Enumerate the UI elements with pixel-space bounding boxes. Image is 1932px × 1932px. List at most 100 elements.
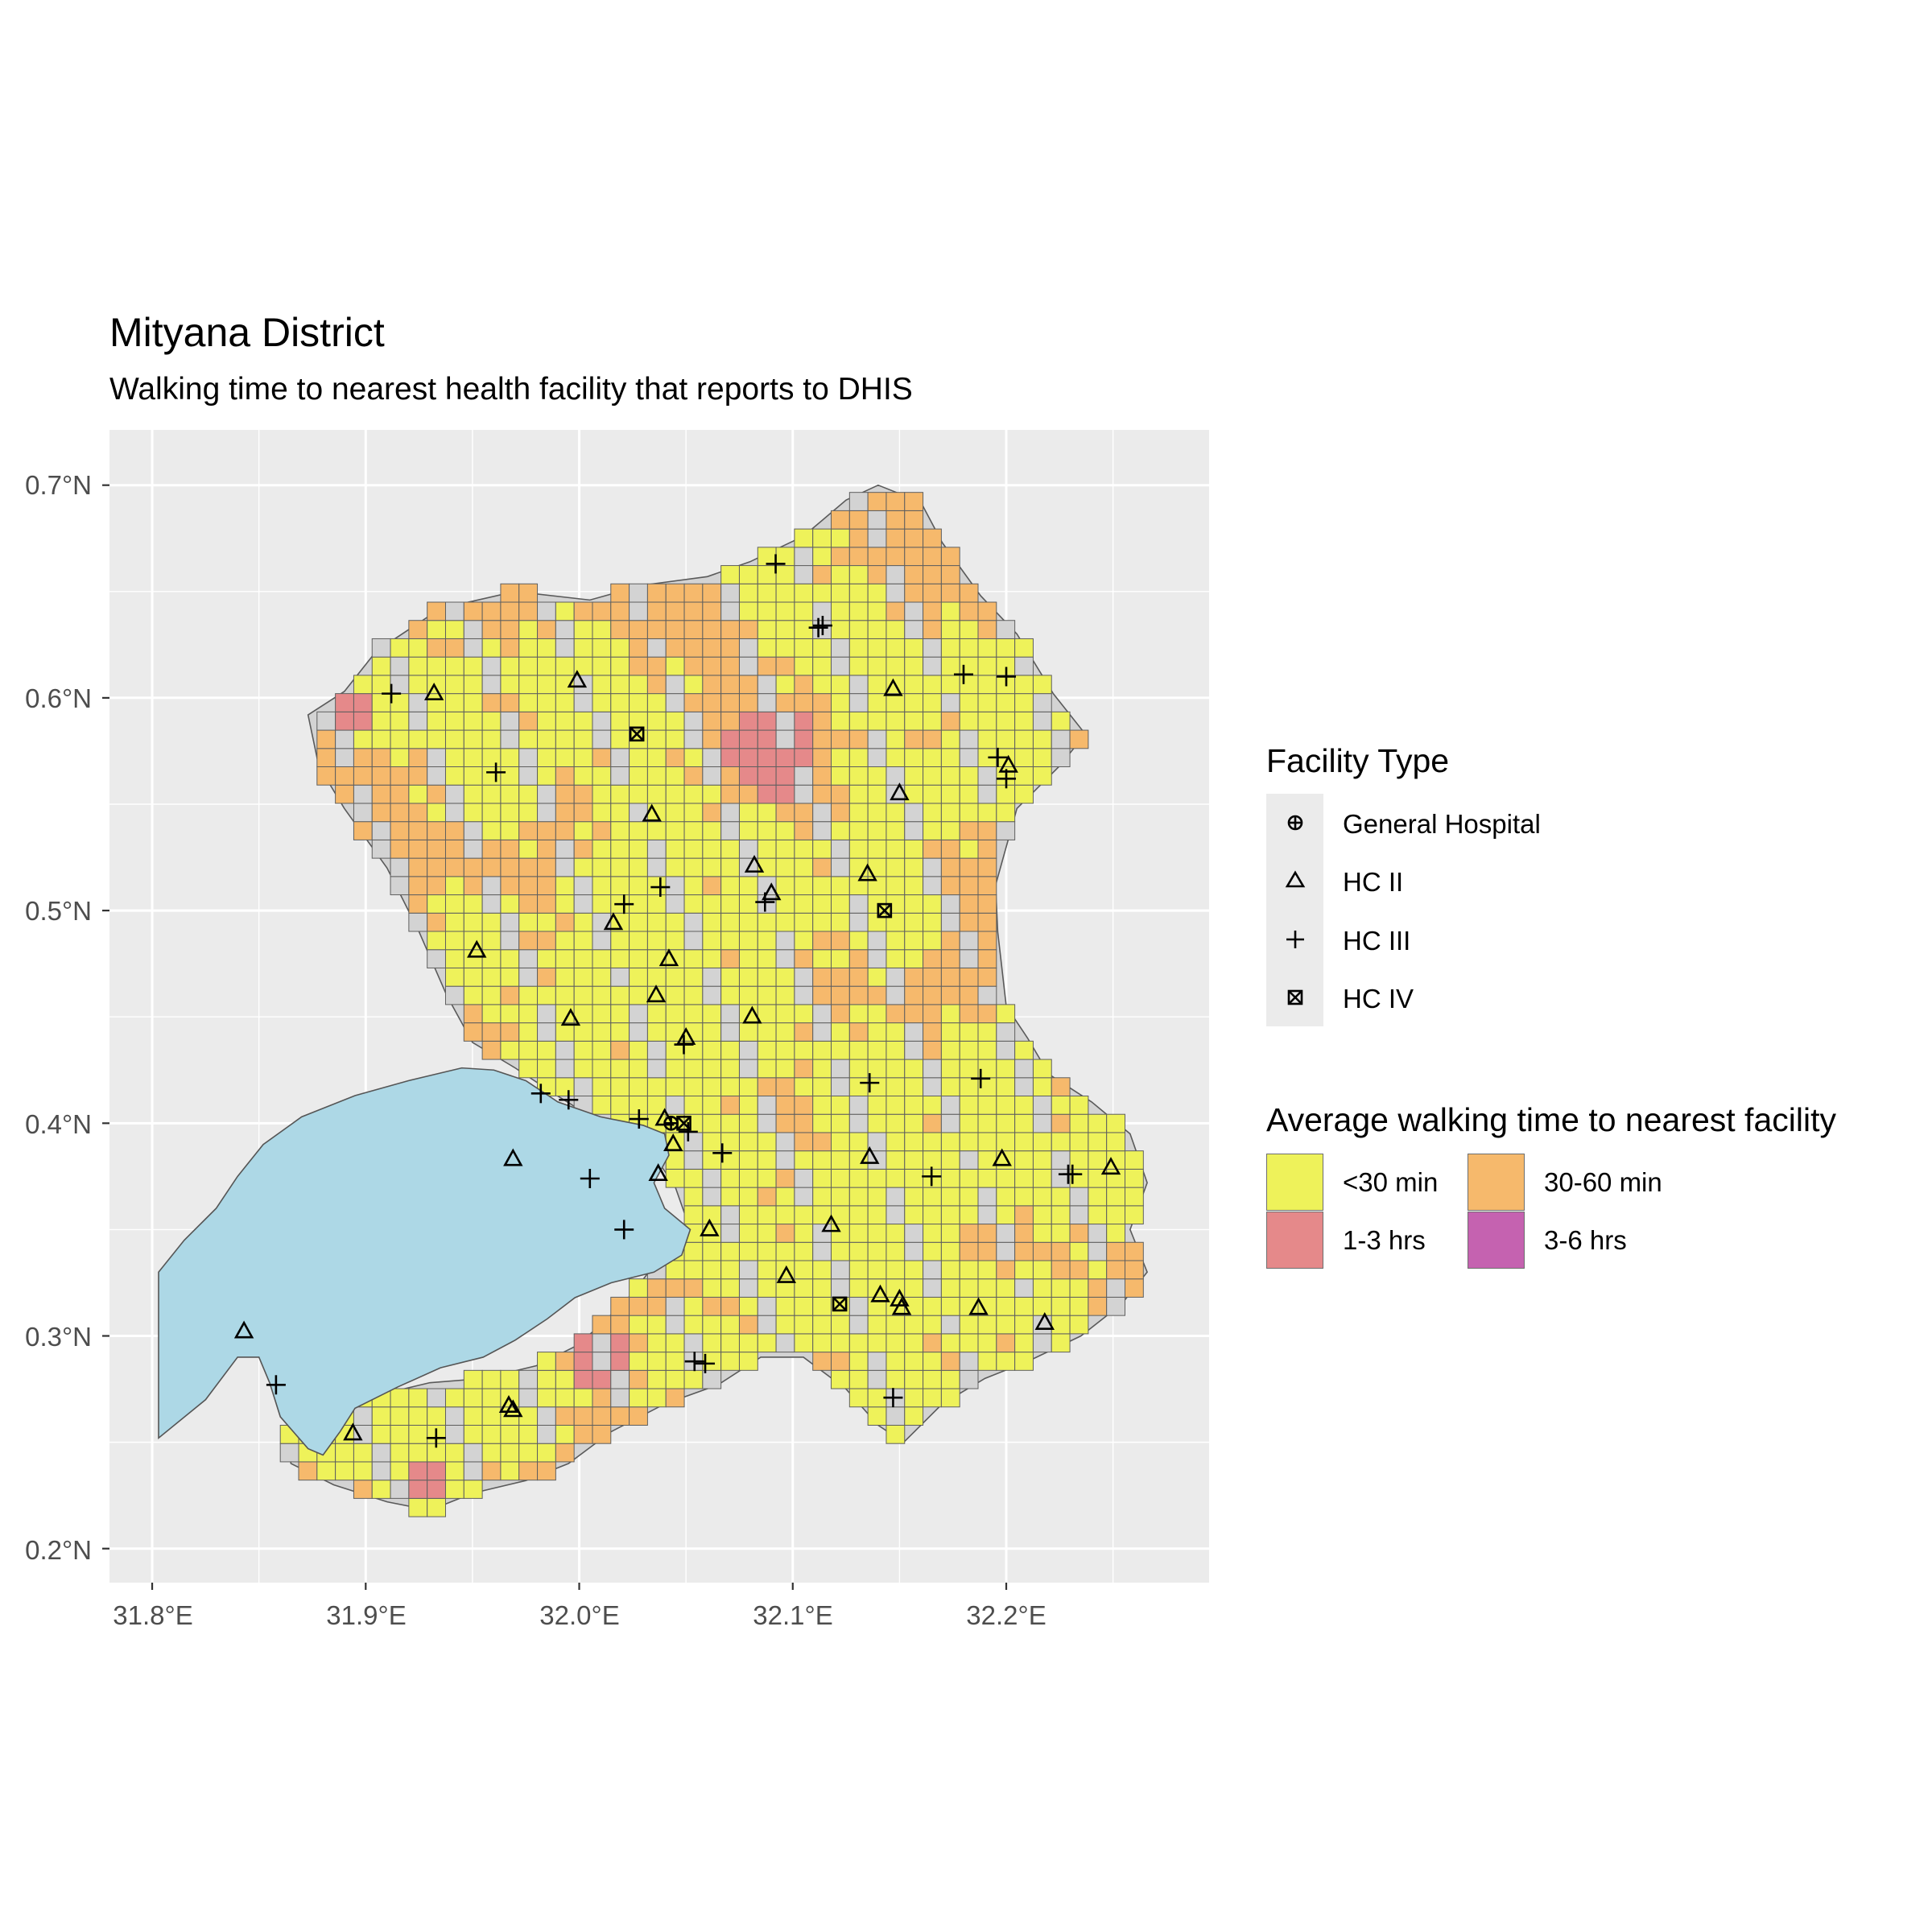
grid-cell — [1032, 1150, 1052, 1170]
grid-cell — [959, 931, 979, 951]
grid-cell — [646, 748, 667, 768]
grid-cell — [629, 583, 648, 603]
grid-cell — [904, 492, 924, 511]
grid-cell — [940, 1132, 960, 1152]
grid-cell — [1032, 1168, 1052, 1188]
grid-cell — [775, 1224, 795, 1243]
grid-cell — [537, 894, 556, 914]
grid-cell — [500, 784, 520, 804]
facility-hc-ii — [343, 1422, 363, 1441]
grid-cell — [629, 784, 648, 804]
grid-cell — [904, 528, 924, 548]
grid-cell — [940, 638, 960, 658]
grid-cell — [886, 748, 906, 768]
grid-cell — [886, 1369, 906, 1389]
grid-cell — [537, 1059, 556, 1079]
grid-cell — [665, 1333, 685, 1353]
grid-cell — [500, 839, 520, 859]
grid-cell — [831, 675, 850, 695]
grid-cell — [996, 693, 1016, 712]
grid-cell — [665, 1168, 685, 1188]
grid-cell — [831, 693, 850, 712]
grid-cell — [831, 1278, 850, 1298]
facility-hc-iii — [382, 683, 402, 704]
grid-cell — [720, 1278, 740, 1298]
grid-cell — [738, 1260, 758, 1280]
grid-cell — [757, 894, 777, 914]
grid-cell — [665, 748, 685, 768]
grid-cell — [427, 857, 446, 877]
grid-cell — [904, 1352, 924, 1371]
grid-cell — [959, 949, 979, 968]
grid-cell — [831, 1224, 850, 1243]
grid-cell — [848, 1260, 869, 1280]
grid-cell — [665, 711, 685, 731]
grid-cell — [1106, 1168, 1125, 1188]
grid-cell — [316, 729, 336, 749]
grid-cell — [996, 1113, 1016, 1133]
grid-cell — [996, 1168, 1016, 1188]
grid-cell — [959, 729, 979, 749]
grid-cell — [610, 1077, 630, 1096]
grid-cell — [518, 656, 539, 676]
grid-cell — [867, 1168, 887, 1188]
grid-cell — [537, 1022, 556, 1042]
grid-cell — [444, 931, 464, 951]
grid-cell — [848, 1315, 869, 1335]
grid-cell — [831, 1150, 850, 1170]
facility-hc-ii — [776, 1265, 797, 1283]
grid-cell — [757, 784, 777, 804]
grid-cell — [812, 1352, 832, 1371]
grid-cell — [812, 1022, 832, 1042]
grid-cell — [573, 931, 593, 951]
grid-cell — [794, 857, 814, 877]
grid-cell — [904, 1205, 924, 1225]
grid-cell — [757, 1260, 777, 1280]
grid-cell — [738, 1241, 758, 1261]
grid-cell — [738, 1278, 758, 1298]
grid-cell — [923, 620, 942, 639]
grid-cell — [1069, 1205, 1089, 1225]
grid-cell — [738, 1168, 758, 1188]
grid-cell — [573, 784, 593, 804]
grid-cell — [867, 839, 887, 859]
y-tick-label: 0.3°N — [25, 1322, 92, 1352]
grid-cell — [629, 985, 648, 1005]
grid-cell — [646, 1004, 667, 1024]
grid-cell — [481, 1369, 502, 1389]
grid-cell — [537, 1443, 556, 1463]
grid-cell — [555, 1077, 575, 1096]
facility-hc-ii — [233, 1320, 254, 1339]
grid-cell — [867, 1369, 887, 1389]
grid-cell — [646, 583, 667, 603]
grid-cell — [702, 1333, 722, 1353]
grid-cell — [665, 784, 685, 804]
grid-cell — [444, 876, 464, 896]
grid-cell — [481, 803, 502, 823]
grid-cell — [886, 985, 906, 1005]
grid-cell — [923, 1187, 942, 1207]
grid-cell — [720, 784, 740, 804]
facility-hc-ii — [658, 948, 679, 967]
grid-cell — [1032, 1077, 1052, 1096]
facility-hc-iv — [832, 1296, 848, 1312]
y-tick-label: 0.7°N — [25, 470, 92, 500]
grid-cell — [592, 1022, 612, 1042]
grid-cell — [518, 803, 539, 823]
grid-cell — [1032, 1296, 1052, 1316]
grid-cell — [646, 784, 667, 804]
grid-cell — [592, 1369, 612, 1389]
grid-cell — [959, 1187, 979, 1207]
grid-cell — [629, 1040, 648, 1060]
grid-cell — [977, 620, 997, 639]
grid-cell — [665, 766, 685, 786]
grid-cell — [977, 729, 997, 749]
grid-cell — [977, 766, 997, 786]
grid-cell — [573, 601, 593, 621]
grid-cell — [886, 656, 906, 676]
grid-cell — [1051, 711, 1071, 731]
grid-cell — [335, 729, 354, 749]
grid-cell — [1088, 1260, 1108, 1280]
grid-cell — [1051, 1095, 1071, 1115]
grid-cell — [683, 1315, 704, 1335]
